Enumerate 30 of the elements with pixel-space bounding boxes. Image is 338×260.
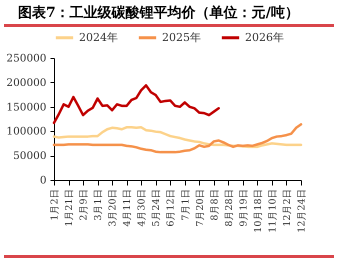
x-tick-label: 5月24日: [151, 188, 162, 227]
y-tick-label: 50000: [13, 150, 46, 162]
y-tick-label: 0: [40, 174, 46, 186]
x-tick-label: 3月1日: [93, 188, 104, 221]
x-tick-label: 12月24日: [296, 188, 308, 233]
x-tick-label: 6月12日: [166, 188, 177, 227]
x-tick-label: 3月20日: [108, 188, 119, 227]
y-tick-label: 200000: [6, 76, 46, 89]
legend-label: 2025年: [162, 30, 201, 44]
x-tick-label: 7月20日: [194, 188, 206, 227]
chart-title: 图表7：工业级碳酸锂平均价（单位：元/吨）: [17, 4, 300, 23]
y-tick-label: 150000: [6, 101, 46, 114]
x-tick-label: 11月10日: [267, 188, 278, 233]
x-tick-label: 4月11日: [122, 188, 134, 227]
y-tick-label: 250000: [6, 52, 46, 64]
line-series: [52, 123, 302, 154]
legend-label: 2024年: [79, 30, 118, 44]
x-tick-label: 1月21日: [64, 188, 76, 227]
line-series: [52, 84, 220, 124]
x-tick-label: 10月18日: [252, 188, 264, 233]
x-tick-label: 9月19日: [238, 188, 250, 227]
x-tick-label: 8月8日: [209, 188, 220, 221]
x-tick-label: 12月2日: [282, 188, 293, 227]
x-tick-label: 4月30日: [136, 188, 148, 227]
x-tick-label: 1月2日: [50, 188, 60, 221]
legend-label: 2026年: [245, 30, 284, 44]
y-tick-label: 100000: [6, 126, 46, 138]
x-tick-label: 8月28日: [224, 188, 235, 227]
x-tick-label: 7月1日: [180, 188, 192, 221]
x-tick-label: 2月9日: [78, 188, 90, 221]
